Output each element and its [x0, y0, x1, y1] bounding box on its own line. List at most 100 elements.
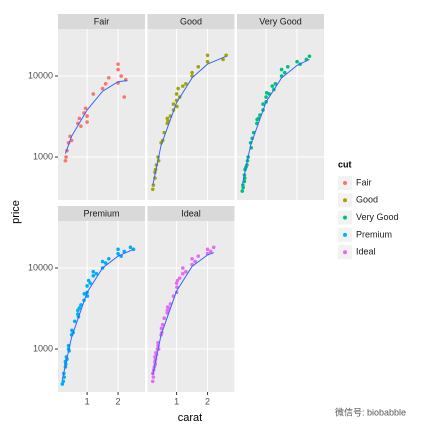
smooth-line	[152, 55, 227, 186]
point	[77, 306, 82, 310]
x-axis-label: carat	[178, 412, 202, 424]
point	[273, 82, 278, 86]
point	[184, 269, 188, 274]
point	[82, 292, 87, 296]
point	[180, 266, 185, 270]
legend-marker	[343, 215, 347, 220]
panel	[147, 29, 235, 200]
point	[241, 185, 245, 190]
point	[85, 284, 89, 288]
point	[61, 379, 66, 384]
point	[162, 316, 167, 321]
legend-marker	[343, 232, 347, 237]
point	[76, 312, 80, 316]
x-tick-label: 1	[174, 396, 179, 406]
point	[295, 59, 299, 64]
legend-marker	[343, 181, 347, 185]
point	[106, 75, 111, 80]
smooth-line	[241, 58, 310, 186]
point	[176, 86, 180, 91]
point	[72, 319, 77, 324]
point	[177, 276, 182, 280]
y-tick-label: 1000	[33, 343, 53, 353]
smooth-line	[152, 252, 214, 376]
point	[184, 82, 188, 86]
legend-marker	[343, 250, 347, 255]
point	[307, 54, 312, 59]
strip	[58, 206, 145, 221]
point	[264, 95, 268, 99]
point	[180, 271, 185, 276]
point	[103, 82, 108, 86]
point	[159, 326, 164, 331]
legend-marker	[343, 198, 347, 203]
point	[116, 62, 120, 66]
strip-label: Premium	[83, 208, 119, 218]
point	[106, 256, 111, 261]
watermark: 微信号: biobabble	[335, 406, 406, 417]
panel	[147, 221, 235, 392]
smooth-line	[64, 80, 128, 154]
point	[171, 102, 176, 106]
point	[85, 120, 89, 124]
point	[103, 261, 108, 265]
point	[270, 84, 275, 88]
point	[79, 303, 83, 307]
x-tick-label: 2	[116, 396, 121, 406]
legend-label: Ideal	[356, 247, 376, 257]
legend-label: Very Good	[356, 212, 399, 222]
strip-label: Good	[180, 16, 202, 26]
point	[119, 74, 123, 78]
y-tick-label: 1000	[33, 151, 53, 161]
point	[94, 271, 99, 276]
point	[116, 247, 120, 252]
point	[91, 269, 96, 274]
x-tick-label: 2	[205, 396, 210, 406]
point	[100, 259, 105, 264]
point	[211, 245, 216, 250]
point	[122, 249, 127, 254]
strip	[147, 14, 235, 29]
point	[221, 57, 225, 62]
panel	[237, 29, 324, 200]
point	[160, 322, 165, 327]
point	[205, 53, 210, 58]
legend-label: Good	[356, 195, 378, 205]
y-axis-label: price	[10, 200, 22, 224]
point	[83, 106, 88, 111]
point	[63, 158, 68, 163]
point	[190, 70, 194, 75]
legend-label: Fair	[356, 177, 372, 187]
strip	[237, 14, 324, 29]
strip-label: Fair	[94, 16, 110, 26]
point	[88, 281, 92, 285]
point	[64, 155, 68, 159]
point	[196, 64, 201, 69]
y-tick-label: 10000	[28, 262, 53, 272]
x-tick-label: 1	[85, 396, 90, 406]
point	[91, 92, 96, 96]
point	[122, 95, 127, 99]
legend-title: cut	[338, 159, 352, 169]
point	[166, 118, 170, 123]
panel	[58, 221, 145, 392]
point	[256, 116, 261, 121]
strip-label: Ideal	[181, 208, 201, 218]
legend-label: Premium	[356, 229, 392, 239]
point	[285, 64, 290, 69]
point	[77, 116, 82, 121]
point	[174, 92, 179, 96]
point	[261, 102, 265, 106]
point	[60, 382, 65, 386]
point	[196, 254, 201, 258]
point	[85, 114, 89, 118]
strip	[147, 206, 235, 221]
point	[116, 67, 120, 72]
point	[150, 379, 155, 384]
point	[128, 245, 133, 250]
point	[282, 70, 287, 75]
smooth-line	[61, 248, 134, 380]
point	[208, 249, 213, 254]
point	[91, 274, 96, 278]
